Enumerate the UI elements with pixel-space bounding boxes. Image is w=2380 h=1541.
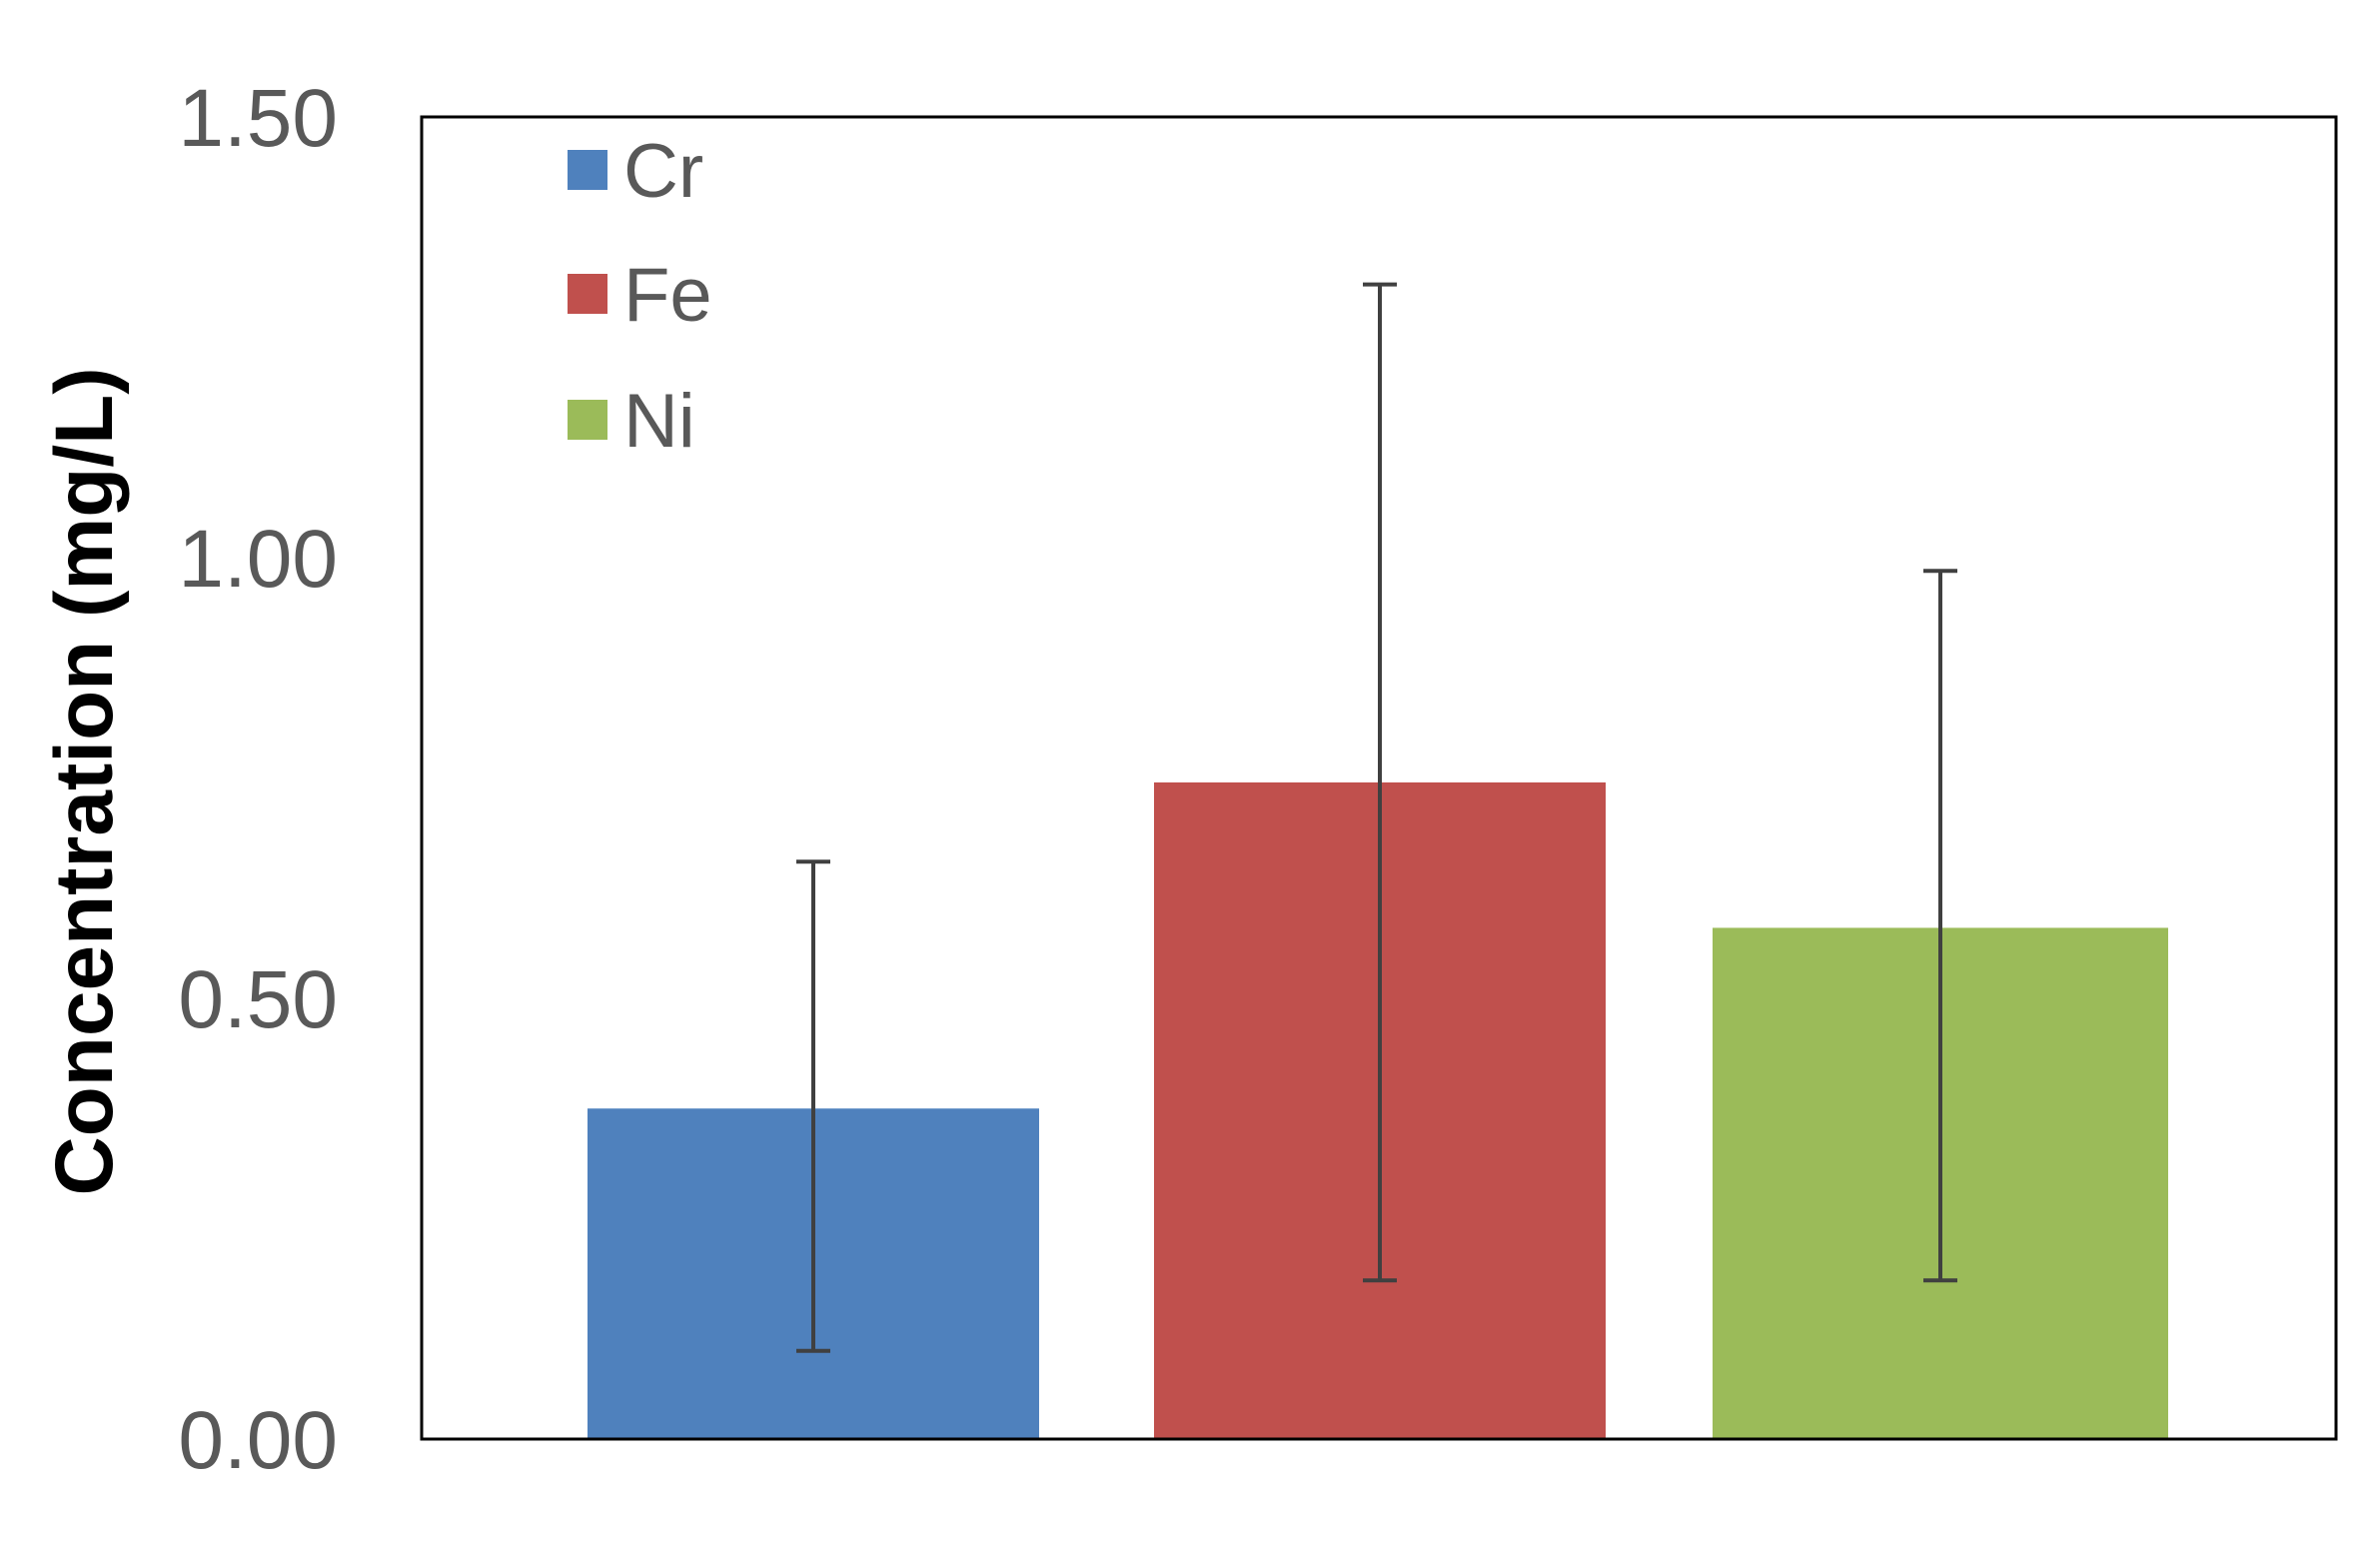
legend-label-cr: Cr xyxy=(623,129,703,214)
legend-swatch-fe xyxy=(568,274,607,314)
error-bar-ni xyxy=(1923,569,1957,1283)
y-axis-label: Concentration (mg/L) xyxy=(39,367,130,1195)
error-bar-fe xyxy=(1363,282,1397,1283)
error-bars xyxy=(796,282,1957,1353)
legend: Cr Fe Ni xyxy=(568,129,712,464)
y-axis-ticks: 0.00 0.50 1.00 1.50 xyxy=(178,73,338,1486)
plot-area-border xyxy=(420,115,2338,1441)
y-tick-label: 0.50 xyxy=(178,954,338,1045)
legend-swatch-cr xyxy=(568,150,607,190)
y-tick-label: 1.50 xyxy=(178,73,338,164)
error-bar-cr xyxy=(796,859,830,1353)
y-tick-label: 0.00 xyxy=(178,1395,338,1486)
legend-label-fe: Fe xyxy=(623,253,712,338)
legend-swatch-ni xyxy=(568,400,607,440)
legend-label-ni: Ni xyxy=(623,379,695,464)
y-tick-label: 1.00 xyxy=(178,514,338,605)
